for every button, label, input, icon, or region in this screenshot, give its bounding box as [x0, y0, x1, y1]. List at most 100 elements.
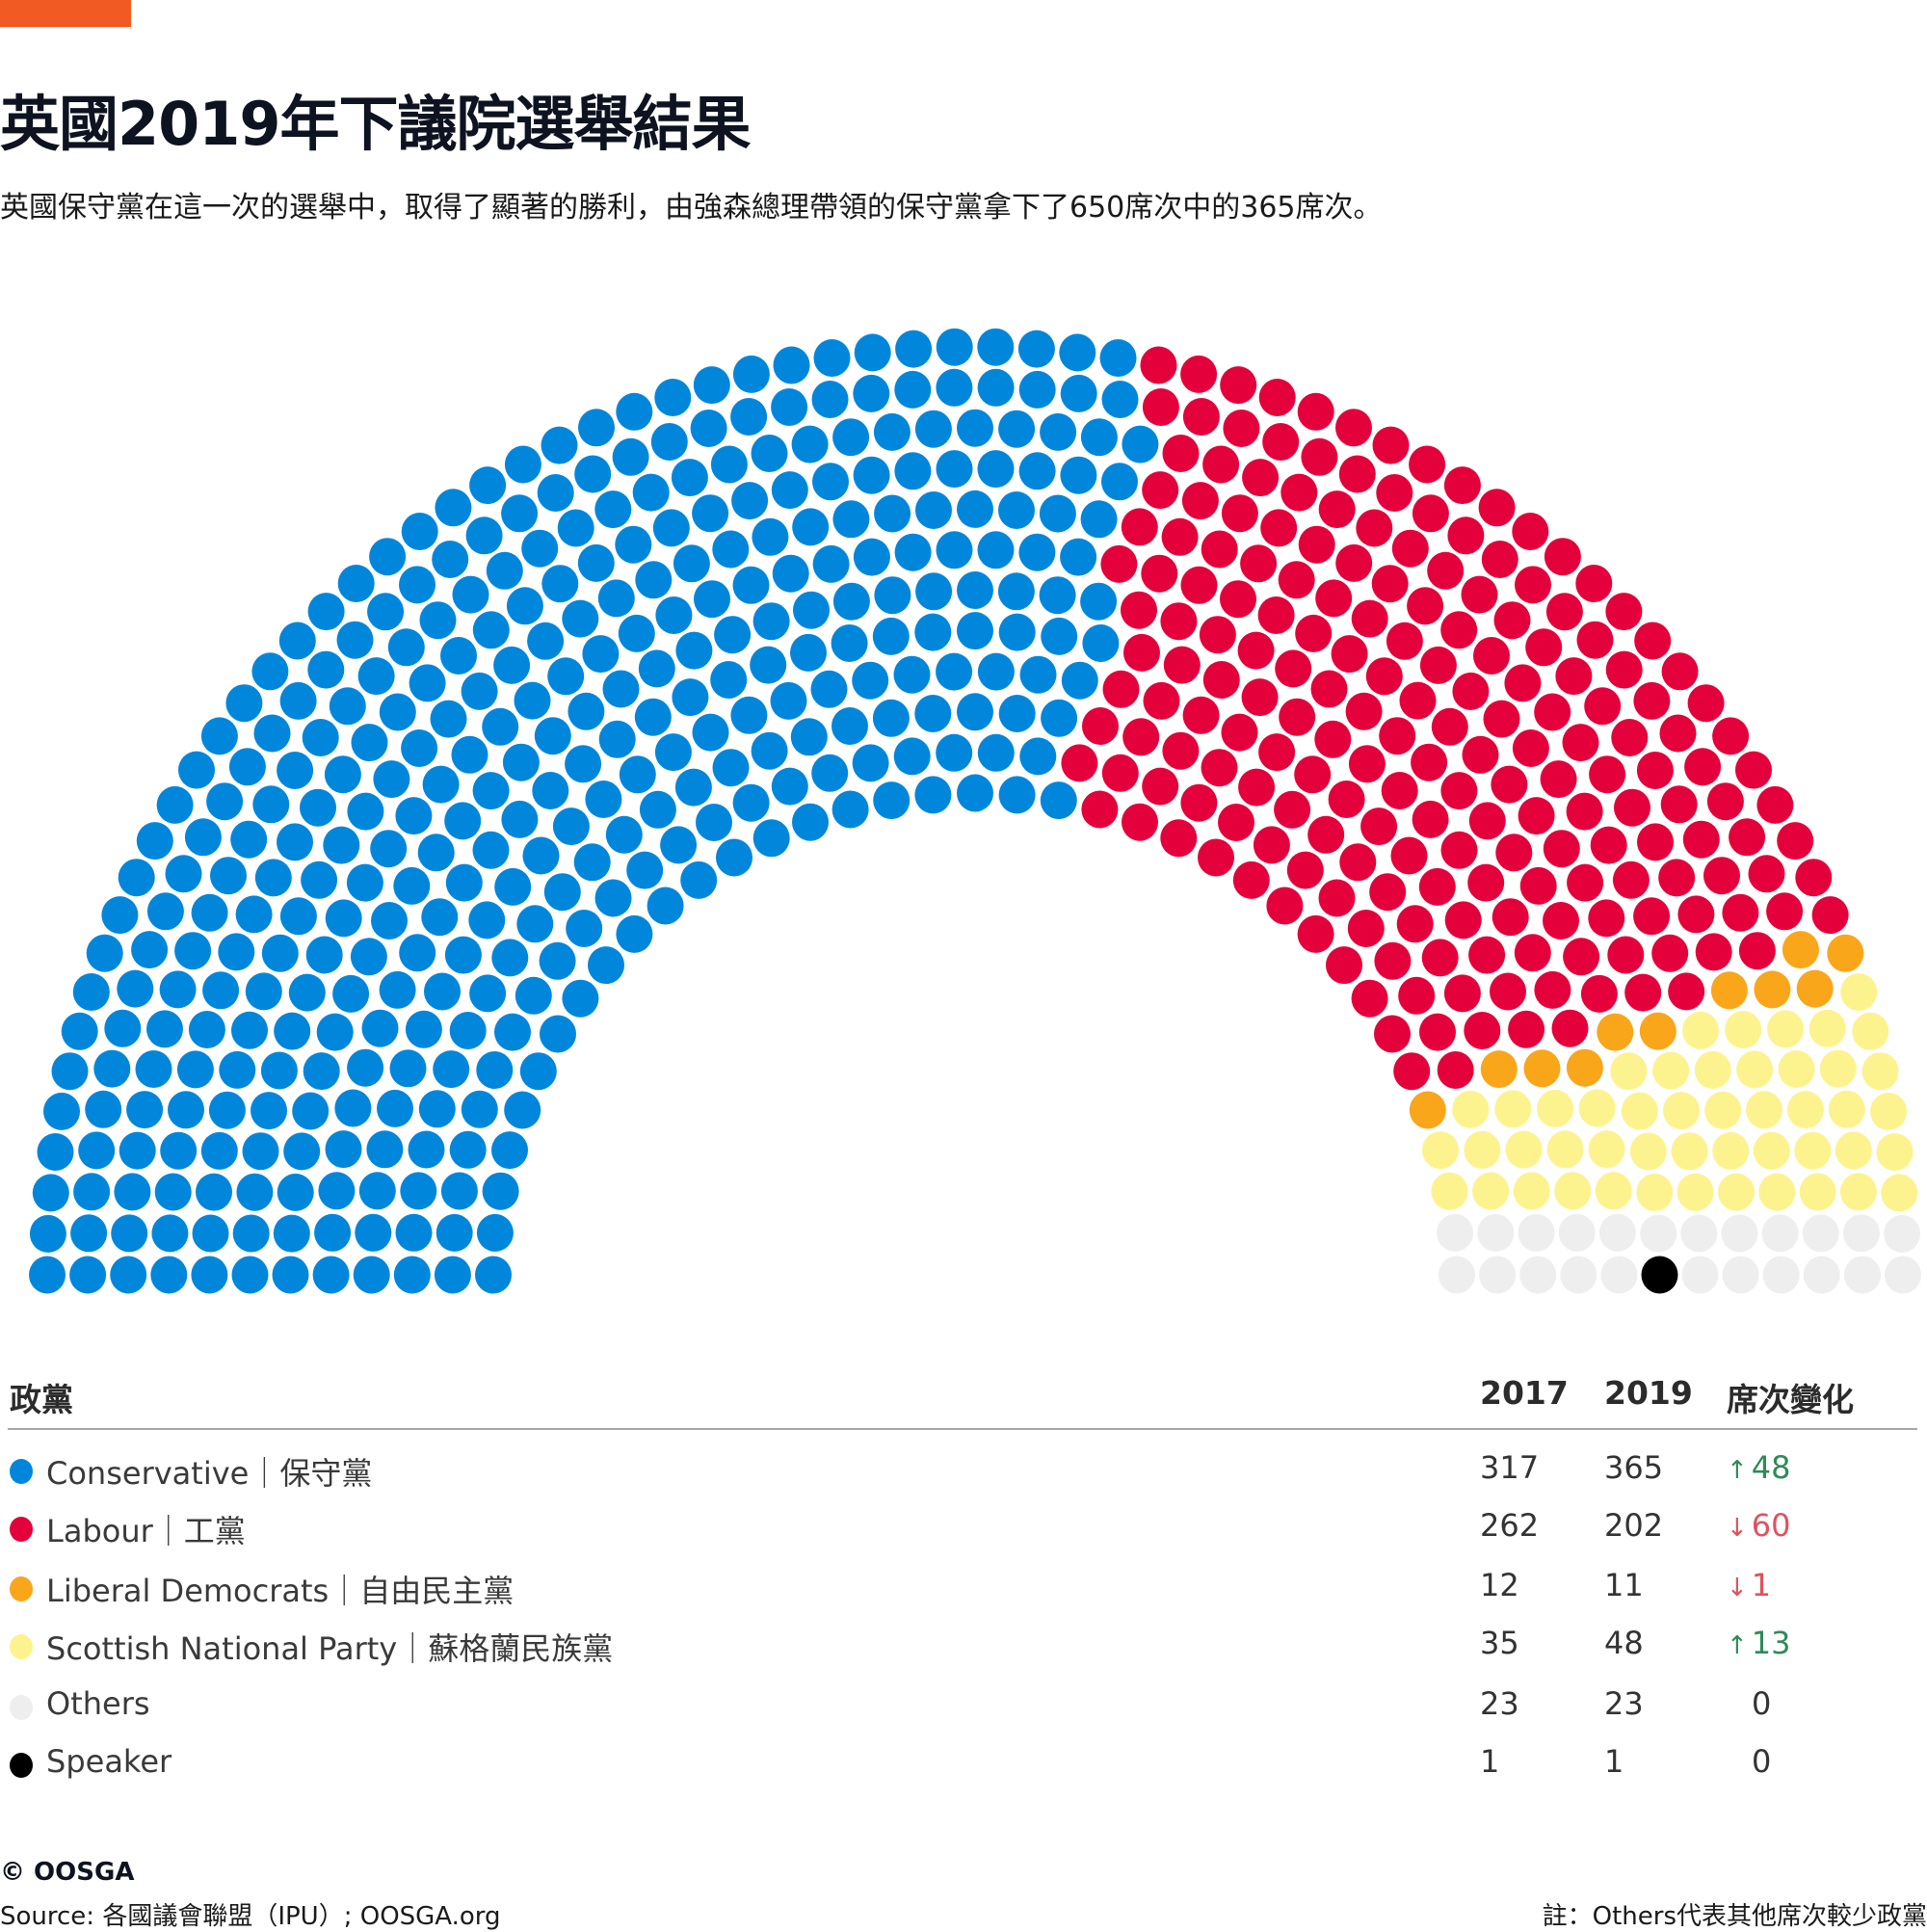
page-title: 英國2019年下議院選舉結果 — [0, 89, 752, 159]
seat-dot — [176, 1050, 214, 1089]
seat-dot — [506, 587, 543, 625]
seat-dot — [1180, 783, 1218, 822]
seat-dot — [1523, 1049, 1561, 1088]
seat-dot — [72, 973, 110, 1011]
seat-dot — [852, 661, 889, 700]
seat-dot — [1351, 979, 1388, 1018]
seat-dot — [1080, 418, 1118, 457]
seat-dot — [1490, 972, 1526, 1011]
seat-dot — [793, 591, 830, 629]
seat-dot — [1629, 1132, 1667, 1171]
seat-dot — [671, 459, 708, 497]
seat-dot — [468, 901, 506, 940]
seat-dot — [440, 1172, 478, 1210]
seat-dot — [1778, 1050, 1815, 1088]
seat-dot — [417, 834, 455, 872]
seat-dot — [1059, 333, 1096, 372]
seat-dot — [1473, 637, 1510, 675]
seat-dot — [1578, 1089, 1616, 1127]
seat-dot — [1795, 859, 1833, 897]
seat-dot — [1827, 934, 1864, 972]
seat-dot — [251, 1092, 287, 1130]
seat-dot — [1419, 646, 1457, 684]
seat-dot — [690, 410, 727, 447]
seat-dot — [188, 1011, 225, 1048]
seat-dot — [1546, 1130, 1584, 1169]
seat-dot — [1257, 596, 1295, 634]
header-2017: 2017 — [1480, 1374, 1569, 1412]
seat-dot — [790, 633, 827, 672]
seat-dot — [914, 613, 952, 651]
change-value: 1 — [1751, 1567, 1772, 1603]
seat-dot — [210, 857, 247, 895]
seat-dot — [1782, 931, 1819, 969]
header-2019: 2019 — [1604, 1374, 1693, 1412]
seat-dot — [730, 696, 768, 734]
seat-dot — [1180, 355, 1218, 393]
seat-dot — [1390, 836, 1428, 875]
seat-dot — [514, 681, 551, 720]
seat-dot — [1345, 692, 1383, 730]
seat-dot — [566, 910, 603, 947]
seat-dot — [771, 388, 808, 426]
seat-dot — [1141, 554, 1178, 593]
seat-dot — [1080, 500, 1118, 539]
seat-dot — [716, 838, 752, 877]
seat-dot — [51, 1052, 89, 1091]
seat-dot — [714, 616, 752, 654]
seat-dot — [1142, 388, 1179, 426]
seat-dot — [1576, 621, 1614, 659]
seat-dot — [771, 767, 808, 806]
seat-dot — [432, 541, 469, 578]
seat-dot — [675, 631, 713, 670]
seat-dot — [126, 1091, 164, 1129]
seat-dot — [1431, 707, 1468, 746]
seat-dot — [486, 551, 523, 590]
seat-dot — [997, 572, 1035, 611]
seat-dot — [1876, 1133, 1914, 1171]
seat-dot — [998, 613, 1036, 651]
seat-dot — [1513, 1172, 1550, 1210]
seat-dot — [616, 914, 653, 953]
seat-dot — [1706, 782, 1744, 821]
seat-dot — [791, 425, 829, 463]
seat-change: 0 — [1727, 1743, 1771, 1780]
seat-dot — [461, 672, 498, 710]
seat-dot — [1640, 1214, 1677, 1253]
seat-dot — [1017, 330, 1055, 368]
seat-dot — [101, 896, 139, 935]
seat-dot — [476, 1213, 514, 1252]
seat-dot — [1504, 664, 1542, 702]
seat-dot — [1610, 1052, 1648, 1091]
seat-dot — [433, 1050, 470, 1089]
seat-dot — [750, 646, 787, 684]
seat-dot — [1852, 1012, 1889, 1050]
seat-dot — [395, 797, 433, 835]
seat-dot — [632, 473, 670, 512]
seat-dot — [1534, 970, 1571, 1009]
seat-dot — [516, 905, 554, 943]
seat-dot — [1694, 1050, 1731, 1089]
seat-dot — [1307, 815, 1345, 854]
seat-dot — [469, 974, 507, 1013]
seat-dot — [672, 678, 709, 717]
seat-dot — [1160, 819, 1198, 858]
seat-dot — [451, 735, 488, 774]
seat-dot — [1543, 830, 1580, 868]
seat-dot — [325, 899, 362, 938]
seat-dot — [1201, 530, 1238, 569]
seat-dot — [424, 972, 461, 1011]
seat-dot — [1518, 1213, 1555, 1252]
seat-dot — [283, 1132, 321, 1171]
seat-dot — [594, 490, 632, 529]
seat-dot — [208, 1091, 246, 1129]
seat-dot — [1614, 788, 1650, 827]
table-row: Others 23 23 0 — [0, 1683, 1927, 1732]
seat-dot — [1607, 936, 1645, 974]
seat-dot — [874, 494, 911, 533]
seat-dot — [1275, 649, 1312, 688]
seats-2017: 1 — [1480, 1743, 1500, 1780]
seat-dot — [1671, 1132, 1708, 1171]
table-header: 政黨 2017 2019 席次變化 — [0, 1368, 1917, 1426]
seat-dot — [751, 731, 788, 770]
